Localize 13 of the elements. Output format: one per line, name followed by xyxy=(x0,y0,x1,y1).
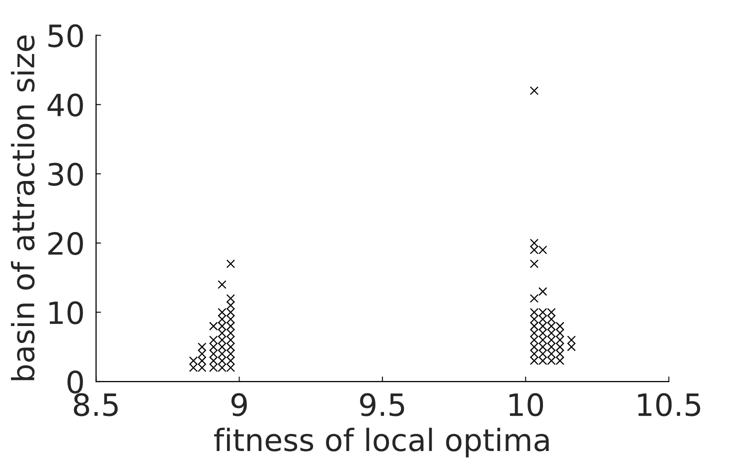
x-tick-label: 10.5 xyxy=(638,393,700,416)
x-tick-label: 9.5 xyxy=(360,393,404,416)
y-tick-label: 20 xyxy=(48,232,83,256)
y-axis-title: basin of attraction size xyxy=(10,36,35,380)
x-tick-label: 9 xyxy=(231,393,247,416)
y-tick-label: 30 xyxy=(48,162,83,186)
y-tick-label: 10 xyxy=(49,301,83,324)
y-tick-label: 40 xyxy=(48,93,83,117)
y-tick-label: 50 xyxy=(48,24,83,48)
x-tick-label: 8.5 xyxy=(74,393,118,416)
x-tick-label: 10 xyxy=(510,393,544,416)
y-tick-label: 0 xyxy=(68,370,83,394)
x-axis-title: fitness of local optima xyxy=(214,428,549,458)
